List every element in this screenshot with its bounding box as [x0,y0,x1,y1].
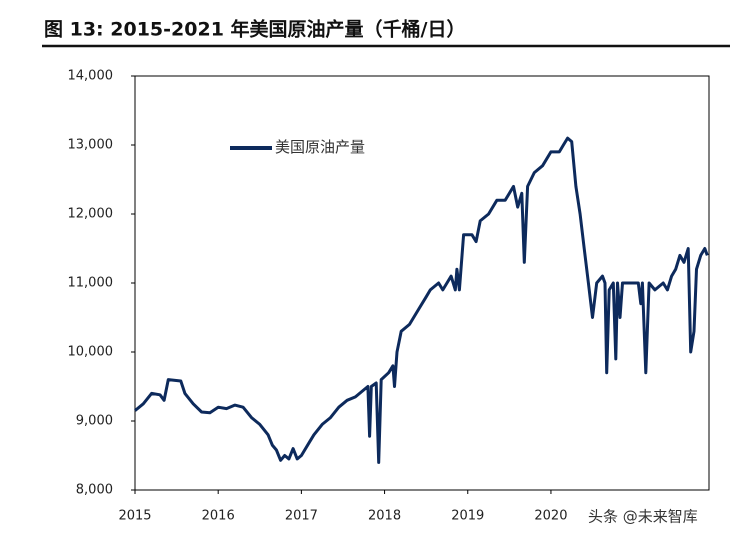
x-tick-label: 2016 [202,509,235,524]
series-line [134,136,709,464]
x-tick-label: 2019 [451,509,484,524]
y-tick-label: 8,000 [76,483,113,498]
y-tick-label: 10,000 [68,345,114,360]
x-tick-label: 2017 [285,509,318,524]
y-tick-label: 13,000 [68,138,114,153]
watermark: 头条 @未来智库 [588,508,698,526]
y-tick-label: 14,000 [68,69,114,84]
x-tick-label: 2020 [534,509,567,524]
y-tick-label: 11,000 [68,276,114,291]
y-tick-label: 12,000 [68,207,114,222]
x-tick-label: 2018 [368,509,401,524]
chart-title: 图 13: 2015-2021 年美国原油产量（千桶/日） [44,18,465,41]
legend-label: 美国原油产量 [275,138,365,156]
x-tick-label: 2015 [118,509,151,524]
y-tick-label: 9,000 [76,414,113,429]
